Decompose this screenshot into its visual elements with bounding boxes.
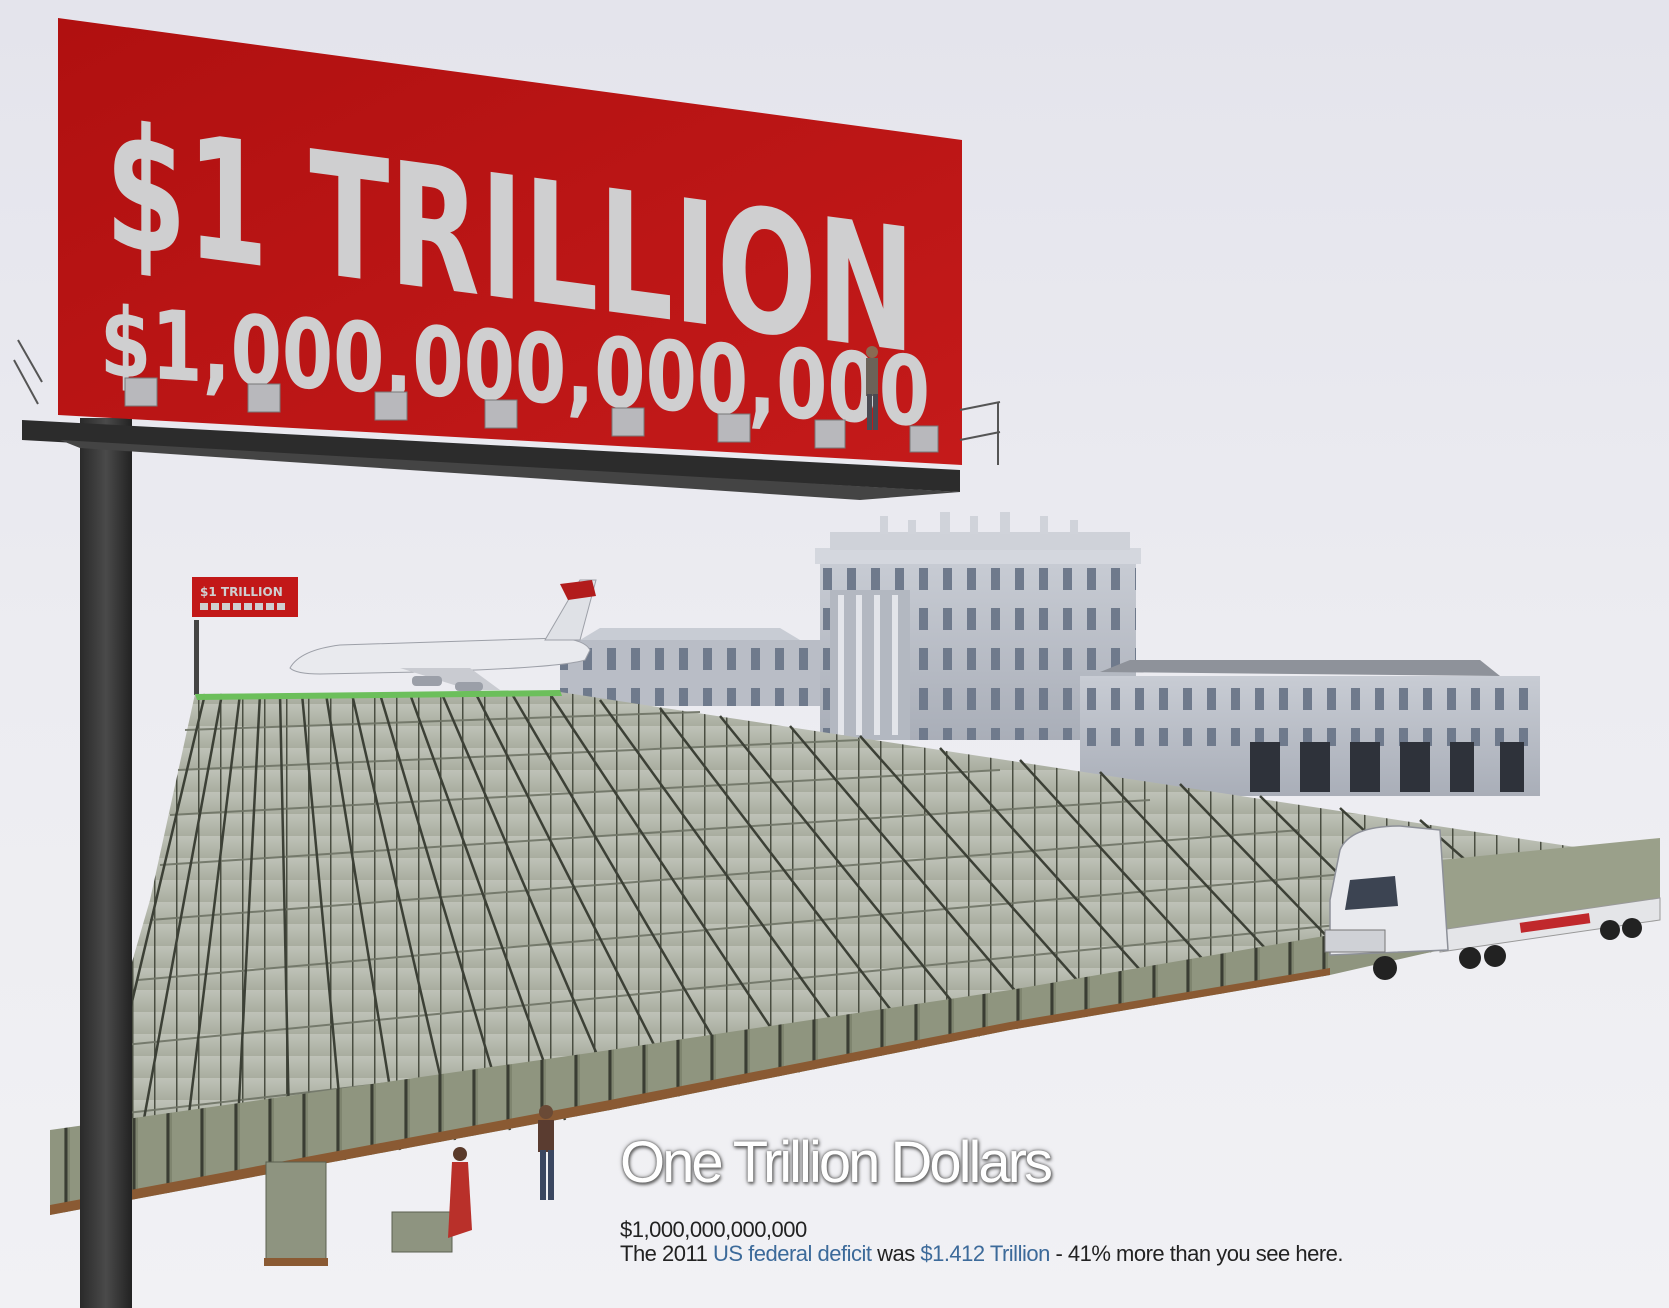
small-billboard: $1 TRILLION xyxy=(192,577,298,695)
office-building xyxy=(1080,660,1540,796)
white-house xyxy=(815,512,1141,740)
deficit-prefix: The 2011 xyxy=(620,1241,713,1266)
caption-amount: $1,000,000,000,000 xyxy=(620,1217,807,1242)
deficit-link[interactable]: US federal deficit xyxy=(712,1241,872,1266)
money-pallet-field xyxy=(50,690,1660,1215)
caption-title: One Trillion Dollars xyxy=(620,1130,1053,1195)
caption-deficit-line: The 2011 US federal deficit was $1.412 T… xyxy=(620,1242,1620,1266)
distant-building xyxy=(560,628,820,706)
airplane xyxy=(289,579,597,691)
billboard: $1 TRILLION $1,000,000,000,000 xyxy=(13,18,1001,500)
truck xyxy=(1324,825,1661,980)
deficit-suffix: - 41% more than you see here. xyxy=(1049,1241,1343,1266)
caption: One Trillion Dollars $1,000,000,000,000 … xyxy=(620,1130,1620,1266)
small-billboard-headline: $1 TRILLION xyxy=(200,585,283,599)
deficit-value: $1.412 Trillion xyxy=(920,1241,1050,1266)
billboard-pole xyxy=(80,418,132,1308)
people xyxy=(264,1105,554,1266)
deficit-middle: was xyxy=(871,1241,921,1266)
